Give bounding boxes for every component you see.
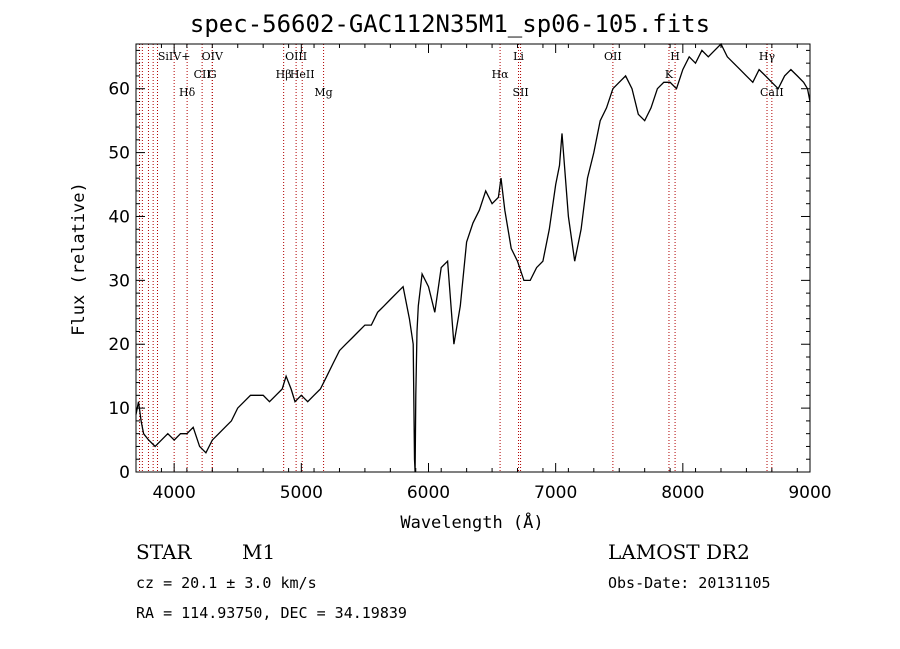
x-tick-label-0: 4000	[153, 483, 196, 503]
line-label-10: Hβ	[276, 68, 292, 81]
x-tick-label-2: 6000	[407, 483, 450, 503]
line-label-19: H	[670, 50, 680, 63]
coordinates: RA = 114.93750, DEC = 34.19839	[136, 604, 407, 622]
line-label-20: Hγ	[759, 50, 776, 63]
y-tick-label-6: 60	[108, 80, 130, 100]
object-class: STAR	[136, 540, 192, 564]
y-axis-label: Flux (relative)	[69, 182, 89, 336]
x-axis-label: Wavelength (Å)	[400, 511, 543, 533]
line-label-5: SiIV+	[158, 50, 191, 63]
y-tick-label-5: 50	[108, 144, 130, 164]
x-tick-label-3: 7000	[534, 483, 577, 503]
line-label-7: CII	[194, 68, 211, 81]
redshift-text: cz = 20.1 ± 3.0 km/s	[136, 574, 317, 592]
line-label-6: Hδ	[179, 86, 196, 99]
spectral-line-markers	[139, 44, 773, 472]
series-layer	[135, 42, 811, 473]
line-label-8: G	[208, 68, 217, 81]
line-label-18: K	[665, 68, 674, 81]
y-tick-label-0: 0	[119, 463, 130, 483]
line-label-12: HeII	[290, 68, 315, 81]
x-tick-label-5: 9000	[788, 483, 831, 503]
line-label-14: Hα	[492, 68, 510, 81]
x-tick-label-4: 8000	[661, 483, 704, 503]
chart-title: spec-56602-GAC112N35M1_sp06-105.fits	[189, 10, 711, 38]
spectrum-line-0	[135, 42, 811, 473]
survey-name: LAMOST DR2	[608, 540, 750, 564]
y-tick-label-4: 40	[108, 207, 130, 227]
y-tick-label-1: 10	[108, 399, 130, 419]
axes: 4000 5000 6000 7000 8000 9000 0 10 20 30 40 50 60	[108, 43, 832, 503]
line-label-13: Mg	[314, 86, 332, 99]
y-tick-label-2: 20	[108, 335, 130, 355]
y-tick-label-3: 30	[108, 271, 130, 291]
line-label-15: Li	[513, 50, 524, 63]
line-label-11: OIII	[285, 50, 307, 63]
object-subclass: M1	[242, 540, 276, 564]
x-tick-label-1: 5000	[280, 483, 323, 503]
line-label-21: CaII	[760, 86, 784, 99]
line-label-9: OIV	[202, 50, 224, 63]
plot-frame	[135, 43, 811, 473]
line-label-17: OII	[604, 50, 622, 63]
observation-date: Obs-Date: 20131105	[608, 574, 771, 592]
line-label-16: SII	[512, 86, 528, 99]
